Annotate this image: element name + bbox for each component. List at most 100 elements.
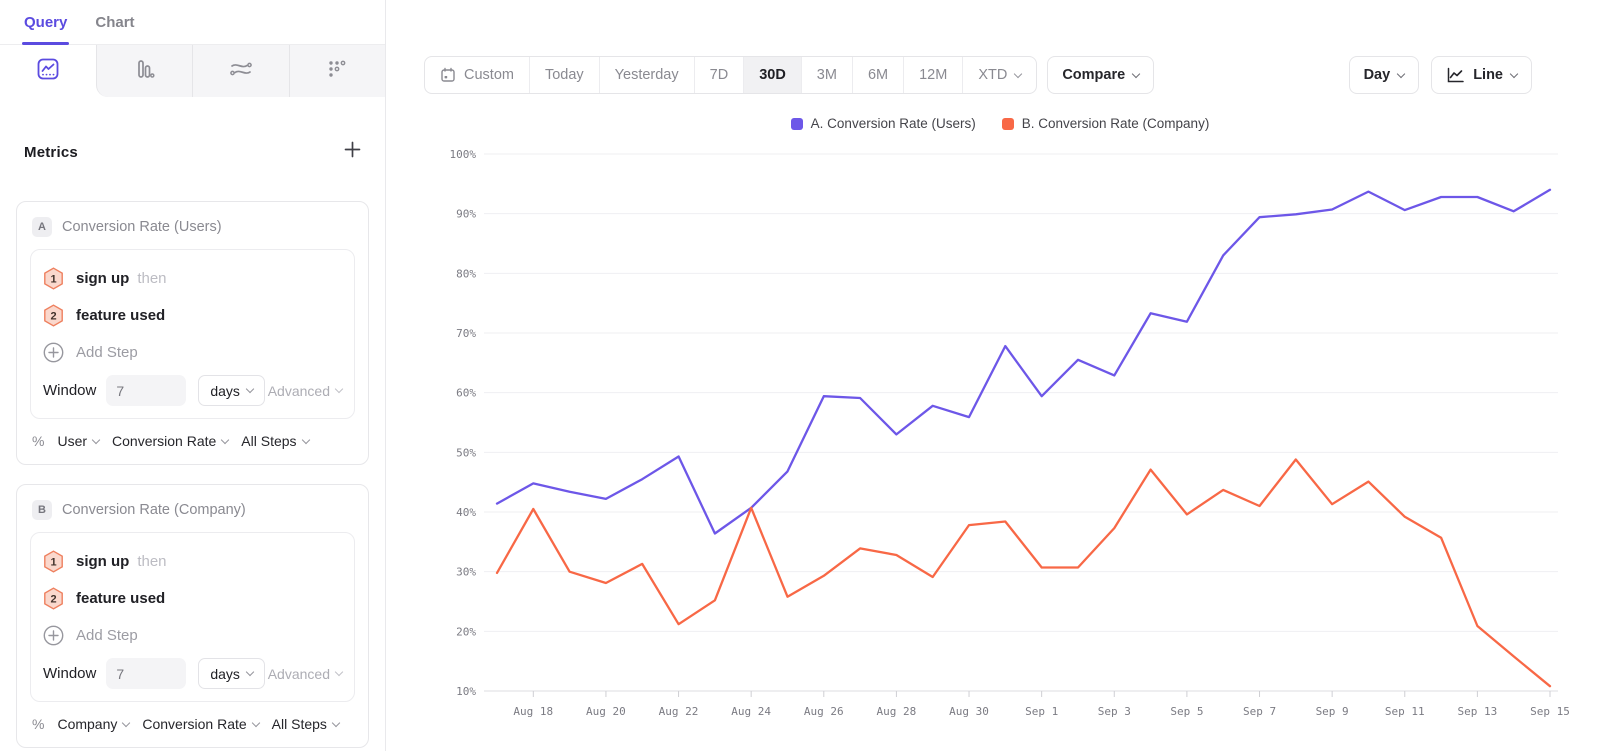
range-today[interactable]: Today <box>530 57 600 93</box>
metrics-header: Metrics <box>24 141 361 163</box>
metric-badge-b: B <box>32 500 52 520</box>
chart-type-bar-tab[interactable] <box>95 45 192 97</box>
chart-area[interactable]: 100% 90% 80% 70% 60% 50% 40% 30% 20% 10% Aug 18 Aug… <box>440 146 1580 726</box>
sidebar-tabs: Query Chart <box>0 0 385 45</box>
svg-text:30%: 30% <box>456 566 476 579</box>
steps-scope-select[interactable]: All Steps <box>241 433 310 449</box>
query-sidebar: Query Chart <box>0 0 386 751</box>
add-step-button[interactable]: Add Step <box>43 334 342 369</box>
funnel-step-2[interactable]: 2 feature used <box>43 297 342 334</box>
entity-select[interactable]: Company <box>57 716 131 732</box>
window-label: Window <box>43 382 97 399</box>
chevron-down-icon <box>1131 69 1141 78</box>
range-yesterday[interactable]: Yesterday <box>600 57 695 93</box>
date-range-group: Custom Today Yesterday 7D 30D 3M 6M 12M … <box>424 56 1038 94</box>
window-value-input[interactable] <box>106 658 187 689</box>
range-30d[interactable]: 30D <box>744 57 802 93</box>
chart-type-retention-tab[interactable] <box>288 45 385 97</box>
retention-dots-icon <box>326 58 348 85</box>
chevron-down-icon <box>251 718 260 727</box>
chevron-down-icon <box>122 718 131 727</box>
svg-text:Aug 20: Aug 20 <box>586 705 626 718</box>
chart-type-line-tab[interactable] <box>0 45 96 97</box>
funnel-step-1[interactable]: 1 sign up then <box>43 543 342 580</box>
series-a-swatch <box>790 117 803 130</box>
svg-text:50%: 50% <box>456 446 476 459</box>
svg-text:70%: 70% <box>456 327 476 340</box>
chart-type-flow-tab[interactable] <box>192 45 289 97</box>
svg-text:Sep 7: Sep 7 <box>1243 705 1276 718</box>
add-step-button[interactable]: Add Step <box>43 617 342 652</box>
step-event-name[interactable]: sign up <box>76 270 130 287</box>
chevron-down-icon <box>334 384 344 394</box>
metric-title-b: Conversion Rate (Company) <box>62 502 246 518</box>
range-6m[interactable]: 6M <box>853 57 905 93</box>
funnel-step-2[interactable]: 2 feature used <box>43 580 342 617</box>
chevron-down-icon <box>301 435 310 444</box>
step-event-name[interactable]: feature used <box>76 590 166 607</box>
svg-text:1: 1 <box>50 274 56 286</box>
bar-chart-icon <box>133 58 155 85</box>
measure-select[interactable]: Conversion Rate <box>142 716 260 732</box>
advanced-toggle[interactable]: Advanced <box>268 383 344 399</box>
step-event-name[interactable]: sign up <box>76 553 130 570</box>
funnel-step-1[interactable]: 1 sign up then <box>43 260 342 297</box>
metrics-title: Metrics <box>24 143 78 161</box>
range-12m[interactable]: 12M <box>904 57 964 93</box>
step-event-name[interactable]: feature used <box>76 307 166 324</box>
add-metric-button[interactable] <box>344 141 361 163</box>
window-value-input[interactable] <box>106 375 187 406</box>
svg-text:100%: 100% <box>450 148 477 161</box>
svg-text:1: 1 <box>50 557 56 569</box>
svg-text:90%: 90% <box>456 208 476 221</box>
chart-legend: A. Conversion Rate (Users) B. Conversion… <box>440 116 1560 131</box>
step-then-label: then <box>137 270 167 287</box>
chart-style-button[interactable]: Line <box>1431 56 1532 94</box>
compare-button[interactable]: Compare <box>1047 56 1155 94</box>
line-chart-icon <box>37 58 59 85</box>
svg-text:40%: 40% <box>456 506 476 519</box>
svg-text:Aug 26: Aug 26 <box>804 705 844 718</box>
metric-card-a-header: A Conversion Rate (Users) <box>30 215 355 237</box>
svg-text:Aug 24: Aug 24 <box>731 705 771 718</box>
window-row-b: Window days Advanced <box>43 658 344 689</box>
window-unit-select[interactable]: days <box>198 658 265 689</box>
conversion-chart-svg: 100% 90% 80% 70% 60% 50% 40% 30% 20% 10% Aug 18 Aug… <box>450 148 1570 718</box>
window-row-a: Window days Advanced <box>43 375 344 406</box>
svg-text:20%: 20% <box>456 625 476 638</box>
percent-symbol: % <box>32 433 45 449</box>
tab-query[interactable]: Query <box>21 0 70 45</box>
svg-text:Sep 1: Sep 1 <box>1025 705 1058 718</box>
chevron-down-icon <box>1509 69 1519 78</box>
line-style-icon <box>1447 67 1464 82</box>
flow-icon <box>229 58 253 85</box>
circle-plus-icon <box>43 625 64 646</box>
steps-scope-select[interactable]: All Steps <box>272 716 341 732</box>
svg-text:60%: 60% <box>456 387 476 400</box>
measure-select[interactable]: Conversion Rate <box>112 433 230 449</box>
svg-text:Aug 18: Aug 18 <box>513 705 553 718</box>
chevron-down-icon <box>91 435 101 444</box>
svg-text:2: 2 <box>50 311 56 323</box>
chart-toolbar: Custom Today Yesterday 7D 30D 3M 6M 12M … <box>424 56 1532 94</box>
granularity-button[interactable]: Day <box>1348 56 1420 94</box>
metric-title-a: Conversion Rate (Users) <box>62 219 222 235</box>
calendar-icon <box>441 67 455 82</box>
chevron-down-icon <box>221 435 230 444</box>
range-xtd[interactable]: XTD <box>963 57 1036 93</box>
range-custom[interactable]: Custom <box>425 57 530 93</box>
legend-label-a: A. Conversion Rate (Users) <box>810 116 976 131</box>
advanced-toggle[interactable]: Advanced <box>268 666 344 682</box>
range-7d[interactable]: 7D <box>695 57 745 93</box>
step-number-badge: 2 <box>43 587 64 610</box>
window-unit-select[interactable]: days <box>198 375 265 406</box>
entity-select[interactable]: User <box>57 433 101 449</box>
legend-item-b[interactable]: B. Conversion Rate (Company) <box>1001 116 1209 131</box>
chevron-down-icon <box>1396 69 1406 78</box>
circle-plus-icon <box>43 342 64 363</box>
legend-item-a[interactable]: A. Conversion Rate (Users) <box>790 116 976 131</box>
tab-chart[interactable]: Chart <box>95 13 135 31</box>
range-3m[interactable]: 3M <box>802 57 853 93</box>
chevron-down-icon <box>1014 69 1023 78</box>
svg-text:Sep 13: Sep 13 <box>1458 705 1498 718</box>
